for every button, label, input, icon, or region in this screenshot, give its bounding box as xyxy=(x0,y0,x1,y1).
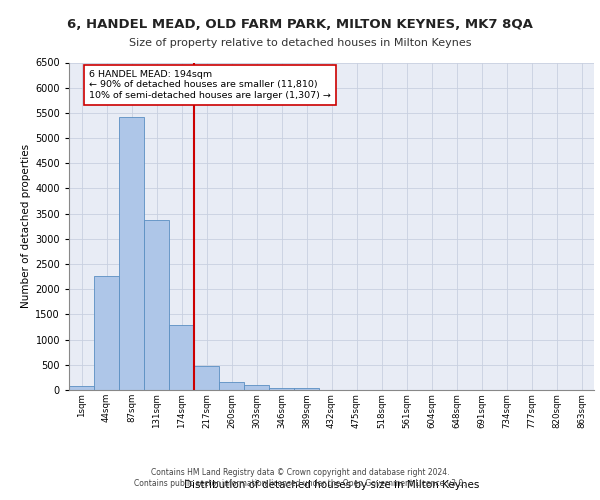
X-axis label: Distribution of detached houses by size in Milton Keynes: Distribution of detached houses by size … xyxy=(184,480,479,490)
Bar xyxy=(169,325,194,390)
Text: 6, HANDEL MEAD, OLD FARM PARK, MILTON KEYNES, MK7 8QA: 6, HANDEL MEAD, OLD FARM PARK, MILTON KE… xyxy=(67,18,533,30)
Text: Contains HM Land Registry data © Crown copyright and database right 2024.
Contai: Contains HM Land Registry data © Crown c… xyxy=(134,468,466,487)
Text: 6 HANDEL MEAD: 194sqm
← 90% of detached houses are smaller (11,810)
10% of semi-: 6 HANDEL MEAD: 194sqm ← 90% of detached … xyxy=(89,70,331,100)
Bar xyxy=(144,220,169,390)
Y-axis label: Number of detached properties: Number of detached properties xyxy=(21,144,31,308)
Bar xyxy=(269,388,294,390)
Bar xyxy=(94,276,119,390)
Bar xyxy=(219,382,244,390)
Bar xyxy=(294,388,319,390)
Bar xyxy=(194,366,219,390)
Bar xyxy=(119,117,144,390)
Bar xyxy=(69,386,94,390)
Text: Size of property relative to detached houses in Milton Keynes: Size of property relative to detached ho… xyxy=(129,38,471,48)
Bar xyxy=(244,386,269,390)
